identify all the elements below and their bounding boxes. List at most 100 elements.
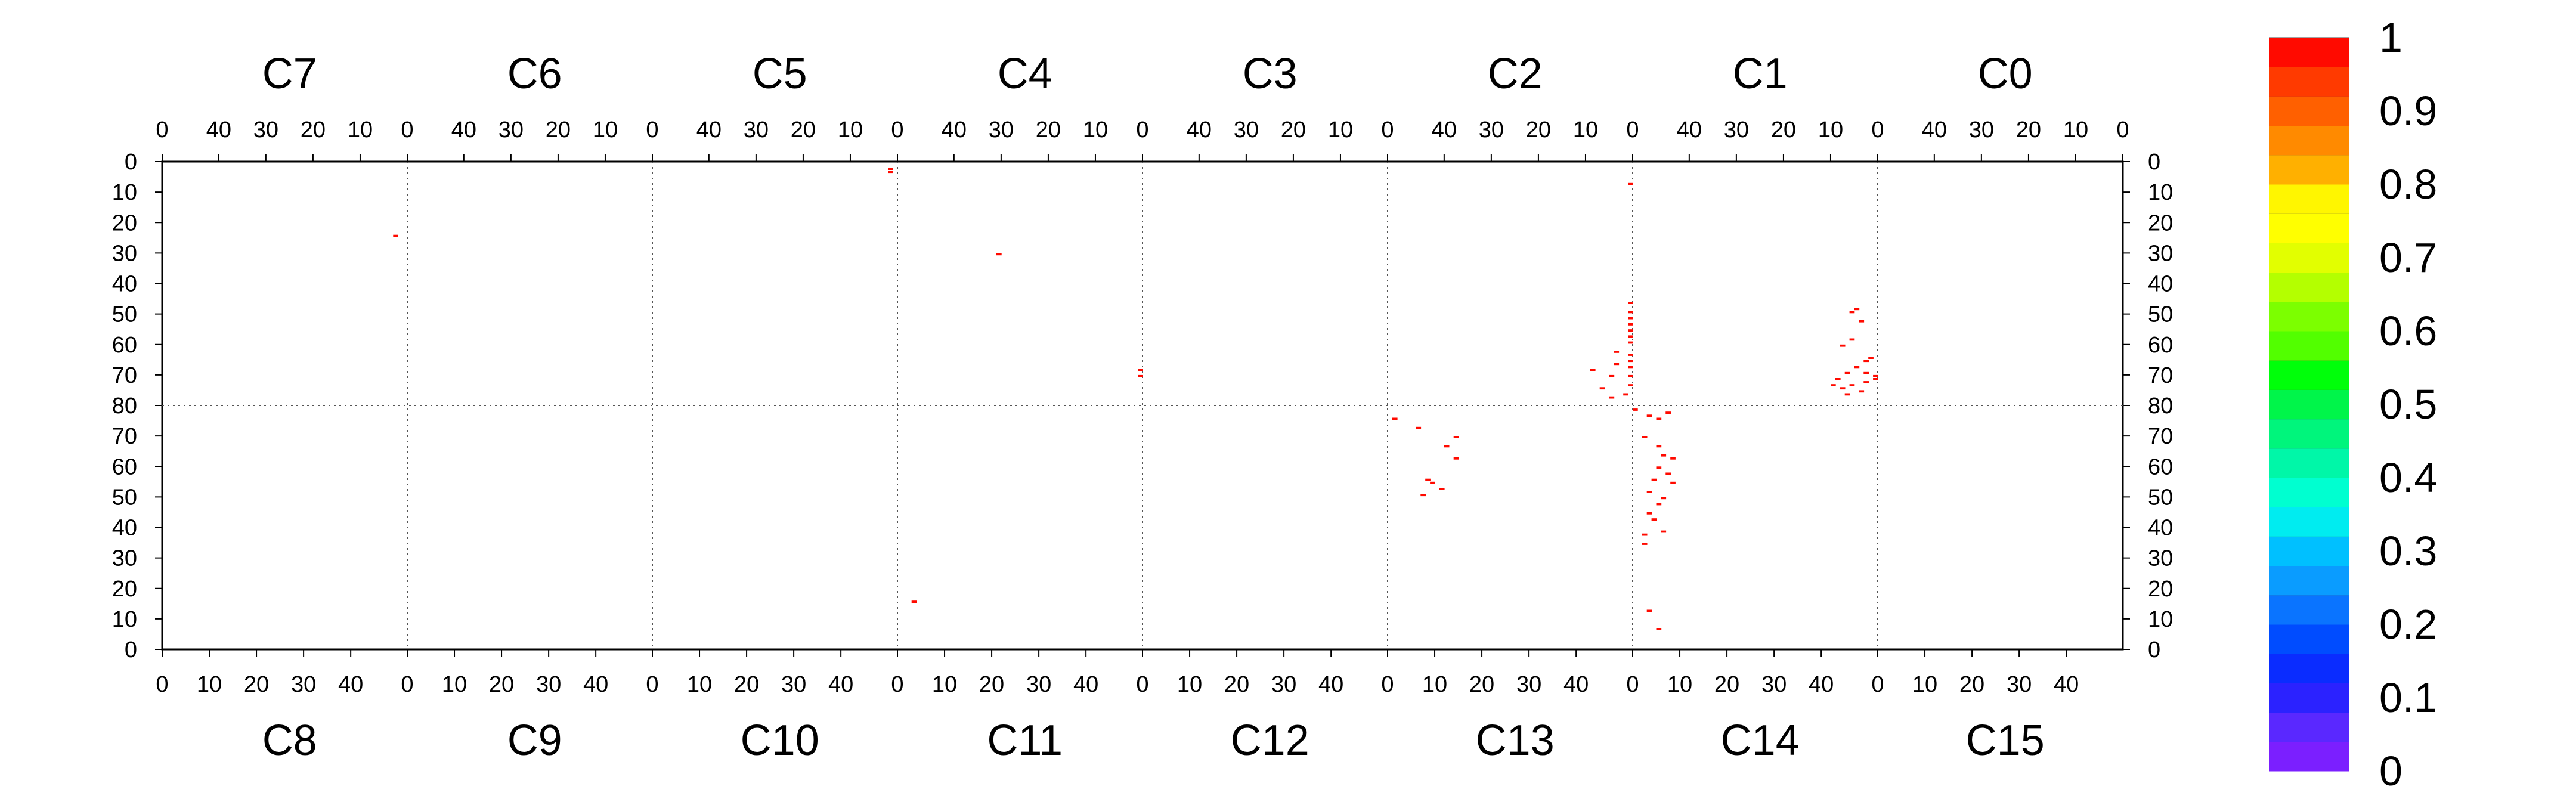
colorbar-tick-label: 0.4 — [2379, 454, 2437, 501]
data-cell — [1599, 387, 1605, 390]
data-cell — [1844, 371, 1850, 374]
colorbar-segment — [2269, 448, 2349, 478]
colorbar-segment — [2269, 360, 2349, 390]
top-tick-label: 10 — [1328, 117, 1353, 143]
colorbar-segment — [2269, 419, 2349, 449]
bottom-tick-label: 20 — [1224, 672, 1249, 697]
bottom-tick-label: 10 — [687, 672, 712, 697]
data-cell — [1844, 393, 1850, 396]
colorbar-segment — [2269, 712, 2349, 742]
bottom-tick-label: 10 — [1667, 672, 1692, 697]
right-y-tick-label: 70 — [2148, 363, 2173, 388]
top-tick-label: 30 — [1969, 117, 1994, 143]
bottom-tick-label: 30 — [2007, 672, 2032, 697]
bottom-tick-label: 0 — [401, 672, 413, 697]
colorbar-tick-label: 0.8 — [2379, 161, 2437, 208]
colorbar-segment — [2269, 67, 2349, 97]
bottom-region-label: C14 — [1721, 717, 1800, 764]
data-cell — [1444, 445, 1450, 448]
data-cell — [1849, 338, 1855, 341]
data-cell — [1656, 503, 1662, 506]
data-cell — [1453, 436, 1459, 438]
left-y-tick-label: 70 — [112, 424, 137, 449]
bottom-tick-label: 0 — [1381, 672, 1394, 697]
data-cell — [1628, 329, 1633, 332]
top-tick-label: 20 — [1281, 117, 1306, 143]
top-tick-label: 10 — [348, 117, 373, 143]
data-cell — [1868, 357, 1874, 359]
data-cell — [1859, 390, 1865, 393]
bottom-tick-label: 30 — [781, 672, 806, 697]
bottom-tick-label: 30 — [1026, 672, 1051, 697]
data-cell — [1656, 466, 1662, 469]
data-cell — [1628, 354, 1633, 356]
colorbar-tick-label: 1 — [2379, 14, 2402, 61]
colorbar-segment — [2269, 301, 2349, 332]
bottom-tick-label: 0 — [1626, 672, 1639, 697]
data-cell — [1646, 491, 1652, 493]
colorbar-segment — [2269, 331, 2349, 361]
top-tick-label: 20 — [301, 117, 326, 143]
bottom-tick-label: 20 — [1714, 672, 1739, 697]
data-cell — [1863, 360, 1869, 363]
top-tick-label: 30 — [989, 117, 1014, 143]
colorbar-segment — [2269, 595, 2349, 625]
data-cell — [1661, 530, 1667, 533]
data-cell — [1656, 417, 1662, 420]
region-grid — [162, 162, 2123, 649]
bottom-tick-label: 40 — [1809, 672, 1834, 697]
data-cell — [1138, 369, 1143, 371]
data-cell — [1590, 369, 1596, 371]
colorbar-tick-label: 0.2 — [2379, 601, 2437, 648]
top-tick-label: 40 — [696, 117, 722, 143]
data-cell — [1138, 374, 1143, 377]
data-cell — [1665, 411, 1671, 414]
left-y-tick-label: 30 — [112, 241, 137, 266]
bottom-tick-label: 40 — [583, 672, 608, 697]
data-cell — [1840, 387, 1846, 390]
bottom-tick-label: 40 — [338, 672, 363, 697]
data-cell — [1614, 351, 1620, 353]
data-cell — [1642, 543, 1648, 545]
data-cell — [1646, 609, 1652, 612]
bottom-tick-label: 30 — [291, 672, 316, 697]
left-y-tick-label: 10 — [112, 180, 137, 205]
right-y-tick-label: 60 — [2148, 333, 2173, 358]
data-cell — [1651, 518, 1657, 521]
top-tick-label: 0 — [156, 117, 168, 143]
data-cell — [1863, 381, 1869, 383]
bottom-tick-label: 10 — [1422, 672, 1447, 697]
data-cell — [1854, 366, 1860, 369]
top-tick-label: 0 — [891, 117, 903, 143]
data-cell — [1430, 481, 1435, 484]
bottom-tick-label: 30 — [536, 672, 561, 697]
bottom-tick-label: 40 — [2054, 672, 2079, 697]
top-tick-label: 0 — [1871, 117, 1884, 143]
bottom-tick-label: 10 — [1912, 672, 1937, 697]
colorbar-segment — [2269, 389, 2349, 420]
left-y-tick-label: 20 — [112, 210, 137, 236]
bottom-tick-label: 10 — [932, 672, 957, 697]
data-cell — [393, 234, 398, 237]
data-cell — [1614, 363, 1620, 366]
colorbar-segment — [2269, 38, 2349, 67]
top-tick-label: 40 — [206, 117, 231, 143]
data-cell — [911, 600, 917, 603]
top-region-label: C4 — [998, 50, 1052, 98]
data-cell — [1628, 323, 1633, 326]
top-tick-label: 20 — [1771, 117, 1796, 143]
right-y-tick-label: 0 — [2148, 637, 2160, 662]
colorbar-segment — [2269, 507, 2349, 537]
top-tick-label: 0 — [2116, 117, 2129, 143]
right-y-tick-label: 20 — [2148, 210, 2173, 236]
top-tick-label: 0 — [1626, 117, 1639, 143]
right-y-tick-label: 20 — [2148, 577, 2173, 602]
data-cell — [1651, 478, 1657, 481]
top-tick-label: 30 — [1724, 117, 1749, 143]
bottom-region-label: C11 — [987, 717, 1063, 764]
data-cell — [1873, 378, 1878, 380]
left-y-tick-label: 30 — [112, 546, 137, 571]
colorbar-tick-label: 0.1 — [2379, 674, 2437, 721]
bottom-tick-label: 0 — [1136, 672, 1148, 697]
colorbar-segment — [2269, 96, 2349, 126]
